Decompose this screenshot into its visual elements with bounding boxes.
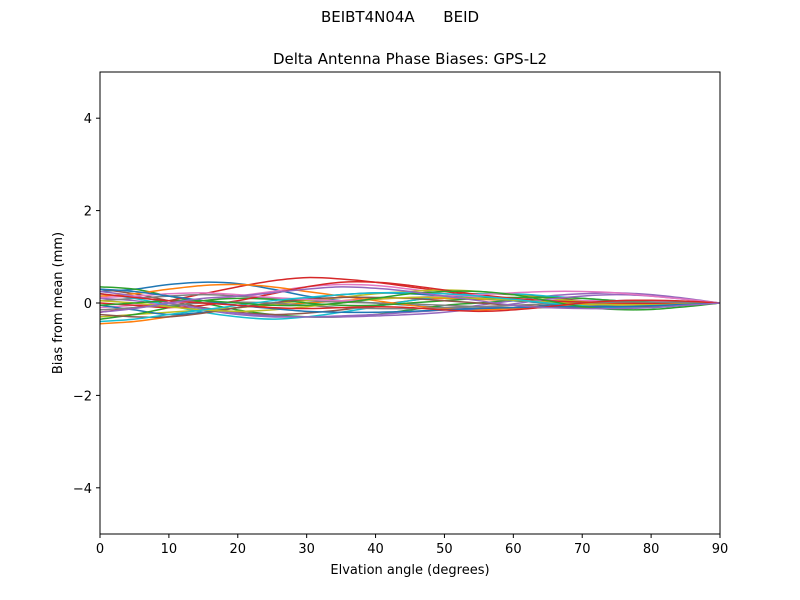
y-axis: −4 −2 0 2 4 (73, 112, 100, 497)
series-line-14 (99, 280, 721, 309)
series-layer (99, 276, 721, 325)
y-tick-label: 2 (84, 205, 92, 220)
x-tick-label: 40 (367, 542, 384, 557)
x-tick-label: 0 (96, 542, 104, 557)
x-tick-label: 30 (298, 542, 315, 557)
series-line-23 (99, 293, 721, 313)
x-tick-label: 80 (643, 542, 660, 557)
figure-suptitle: BEIBT4N04A BEID (320, 8, 480, 26)
series-line-12 (99, 283, 720, 311)
x-tick-label: 70 (574, 542, 591, 557)
y-tick-label: 0 (84, 297, 92, 312)
series-line-22 (99, 290, 721, 311)
series-line-15 (99, 290, 721, 318)
x-tick-label: 90 (712, 542, 729, 557)
x-tick-label: 60 (505, 542, 522, 557)
y-tick-label: −4 (73, 482, 92, 497)
x-tick-label: 20 (230, 542, 247, 557)
x-axis: 0 10 20 30 40 50 60 70 80 90 (96, 534, 728, 557)
x-axis-label: Elvation angle (degrees) (330, 563, 489, 578)
series-line-20 (99, 291, 721, 323)
chart-title: Delta Antenna Phase Biases: GPS-L2 (273, 50, 547, 68)
y-tick-label: 4 (84, 112, 92, 127)
y-tick-label: −2 (73, 389, 92, 404)
series-line-24 (99, 286, 721, 313)
x-tick-label: 10 (161, 542, 178, 557)
y-axis-label: Bias from mean (mm) (51, 232, 66, 374)
x-tick-label: 50 (436, 542, 453, 557)
